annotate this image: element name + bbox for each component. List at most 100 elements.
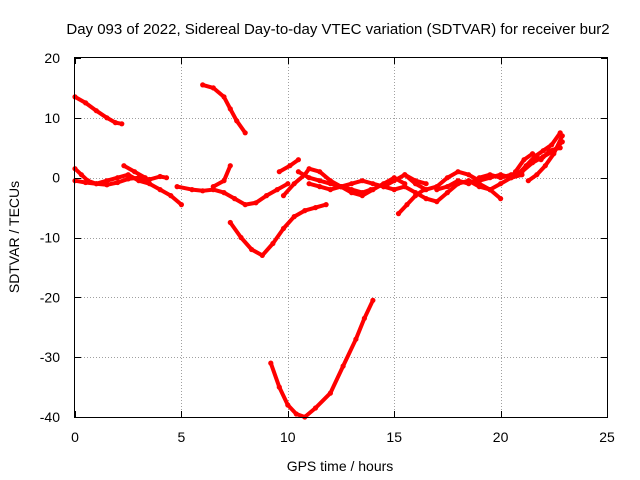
- data-point: [353, 336, 359, 342]
- data-point: [121, 163, 127, 169]
- data-point: [487, 172, 493, 178]
- data-point: [115, 179, 121, 186]
- data-point: [529, 151, 536, 157]
- data-point: [327, 390, 333, 396]
- data-point: [200, 188, 206, 194]
- data-point: [253, 200, 259, 206]
- data-point: [402, 172, 408, 178]
- data-point: [317, 178, 323, 184]
- data-point: [534, 172, 540, 178]
- data-series: [72, 82, 565, 420]
- data-point: [476, 175, 482, 181]
- data-point: [402, 184, 408, 190]
- data-point: [349, 181, 355, 187]
- data-point: [359, 178, 365, 184]
- data-point: [112, 120, 118, 126]
- data-point: [291, 181, 297, 187]
- data-point: [295, 169, 301, 175]
- data-point: [423, 196, 429, 202]
- series-arc-8: [228, 202, 329, 258]
- data-point: [361, 315, 367, 321]
- data-point: [210, 85, 216, 91]
- data-point: [323, 202, 329, 208]
- data-point: [423, 187, 429, 193]
- data-point: [174, 184, 180, 190]
- series-arc-6: [175, 181, 290, 207]
- grid-lines: [75, 58, 607, 417]
- data-point: [551, 151, 557, 157]
- data-point: [104, 182, 110, 188]
- data-point: [200, 82, 206, 88]
- data-point: [280, 225, 287, 232]
- data-point: [227, 163, 233, 169]
- data-point: [157, 187, 163, 193]
- data-point: [210, 184, 216, 190]
- data-point: [221, 178, 227, 184]
- y-tick-label: -40: [40, 409, 60, 425]
- data-point: [370, 297, 376, 303]
- y-tick-label: 20: [44, 50, 60, 66]
- data-point: [340, 363, 346, 369]
- data-point: [525, 178, 531, 184]
- data-point: [370, 187, 376, 193]
- data-point: [538, 157, 544, 163]
- data-point: [312, 405, 319, 411]
- data-point: [293, 411, 299, 417]
- x-axis-label: GPS time / hours: [287, 458, 394, 474]
- data-point: [444, 175, 450, 181]
- data-point: [434, 199, 440, 205]
- data-point: [221, 190, 227, 196]
- data-point: [466, 178, 472, 184]
- data-point: [163, 175, 170, 181]
- data-point: [146, 181, 153, 187]
- data-point: [242, 130, 248, 136]
- data-point: [370, 181, 376, 187]
- data-point: [285, 402, 291, 408]
- series-arc-13: [268, 298, 375, 419]
- data-point: [444, 190, 450, 196]
- data-point: [221, 94, 227, 100]
- data-point: [189, 187, 195, 193]
- data-point: [83, 179, 89, 186]
- data-point: [119, 121, 125, 127]
- data-point: [93, 181, 99, 187]
- data-point: [242, 202, 248, 208]
- data-point: [381, 184, 387, 190]
- x-tick-label: 10: [280, 429, 296, 445]
- data-point: [423, 181, 429, 187]
- data-point: [157, 173, 163, 180]
- data-point: [338, 184, 344, 190]
- data-point: [178, 202, 184, 208]
- data-point: [302, 208, 308, 214]
- data-point: [542, 163, 548, 169]
- data-point: [263, 193, 270, 199]
- data-point: [285, 181, 291, 187]
- y-tick-label: 10: [44, 110, 60, 126]
- data-point: [508, 175, 514, 181]
- data-point: [455, 169, 461, 175]
- data-point: [168, 193, 174, 199]
- x-tick-label: 20: [493, 429, 509, 445]
- data-point: [276, 384, 282, 390]
- data-point: [142, 175, 148, 181]
- data-point: [104, 115, 110, 121]
- data-point: [125, 172, 131, 178]
- data-point: [232, 196, 238, 202]
- y-axis-label: SDTVAR / TECUs: [6, 181, 22, 293]
- data-point: [291, 214, 297, 220]
- data-point: [444, 184, 450, 190]
- data-point: [295, 157, 301, 163]
- data-point: [287, 163, 293, 169]
- data-point: [312, 205, 319, 211]
- data-point: [540, 148, 546, 154]
- data-point: [249, 246, 255, 253]
- data-point: [83, 100, 89, 106]
- data-point: [280, 193, 287, 199]
- series-arc-7: [211, 163, 233, 189]
- data-point: [359, 193, 365, 199]
- data-point: [391, 187, 397, 193]
- y-tick-label: -10: [40, 230, 60, 246]
- data-point: [132, 169, 138, 175]
- series-arc-15: [396, 187, 426, 216]
